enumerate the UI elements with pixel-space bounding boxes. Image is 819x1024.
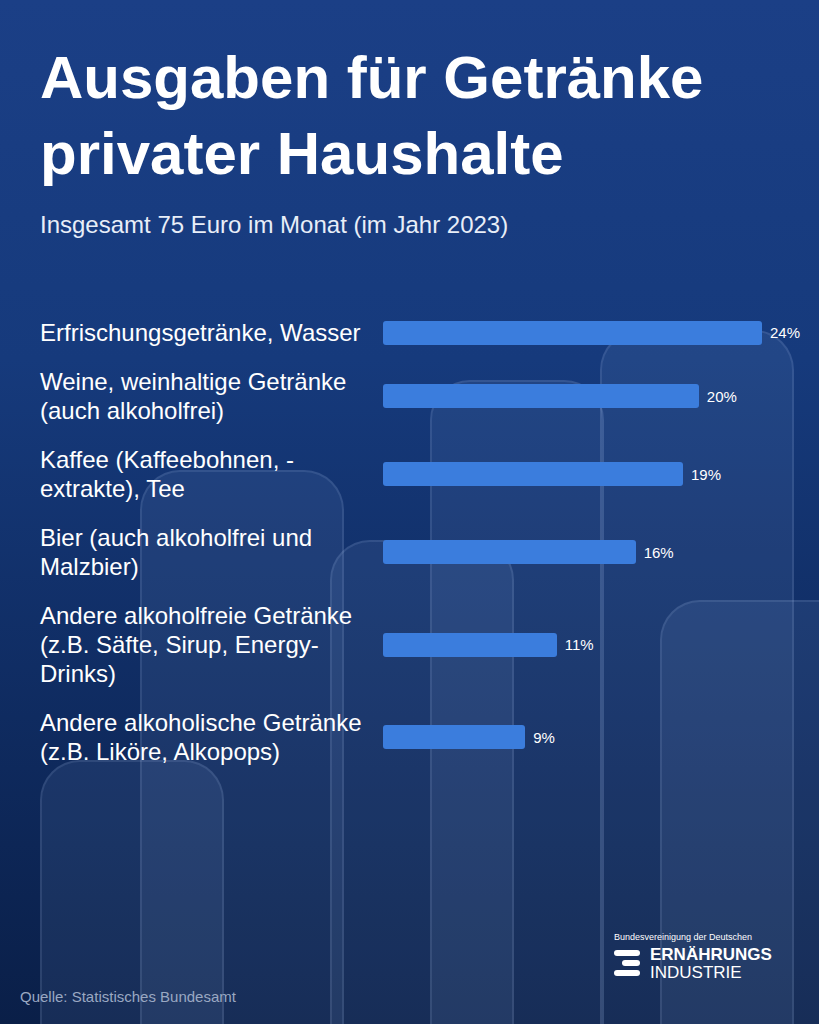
logo-icon [614, 970, 640, 976]
data-label: 9% [533, 729, 555, 746]
logo-text: INDUSTRIE [650, 964, 742, 982]
bar [383, 540, 636, 564]
logo-icon [622, 960, 640, 966]
category-label: Andere alkoholische Getränke (z.B. Likör… [40, 708, 375, 766]
bar [383, 321, 762, 345]
bar [383, 633, 557, 657]
bar-area: 24% [383, 321, 810, 345]
bar [383, 384, 699, 408]
bar-row: Bier (auch alkoholfrei und Malzbier) 16% [40, 523, 810, 581]
logo-caption: Bundesvereinigung der Deutschen [614, 932, 752, 942]
background-bottle [40, 760, 224, 1024]
bar-row: Andere alkoholfreie Getränke (z.B. Säfte… [40, 601, 810, 688]
logo-icon [614, 950, 640, 956]
data-label: 20% [707, 388, 737, 405]
bar-area: 19% [383, 462, 810, 486]
data-label: 16% [644, 544, 674, 561]
source: Quelle: Statistisches Bundesamt [20, 988, 236, 1005]
data-label: 19% [691, 466, 721, 483]
bar-row: Weine, weinhaltige Getränke (auch alkoho… [40, 367, 810, 425]
bar-row: Erfrischungsgetränke, Wasser 24% [40, 318, 810, 347]
bar [383, 462, 683, 486]
logo-text: ERNÄHRUNGS [650, 946, 772, 964]
bar-row: Kaffee (Kaffeebohnen, -extrakte), Tee 19% [40, 445, 810, 503]
bar-area: 20% [383, 384, 810, 408]
category-label: Weine, weinhaltige Getränke (auch alkoho… [40, 367, 375, 425]
bar-area: 11% [383, 633, 810, 657]
canvas: Ausgaben für Getränke privater Haushalte… [0, 0, 819, 1024]
plot: Erfrischungsgetränke, Wasser 24% Weine, we… [40, 318, 810, 766]
category-label: Andere alkoholfreie Getränke (z.B. Säfte… [40, 601, 375, 688]
category-label: Kaffee (Kaffeebohnen, -extrakte), Tee [40, 445, 375, 503]
bar [383, 725, 525, 749]
data-label: 24% [770, 324, 800, 341]
background-bottle [330, 540, 514, 1024]
bar-area: 9% [383, 725, 810, 749]
title: Ausgaben für Getränke privater Haushalte [40, 40, 800, 192]
category-label: Erfrischungsgetränke, Wasser [40, 318, 375, 347]
bar-row: Andere alkoholische Getränke (z.B. Likör… [40, 708, 810, 766]
bar-area: 16% [383, 540, 810, 564]
data-label: 11% [565, 636, 594, 653]
category-label: Bier (auch alkoholfrei und Malzbier) [40, 523, 375, 581]
subtitle: Insgesamt 75 Euro im Monat (im Jahr 2023… [40, 210, 800, 240]
